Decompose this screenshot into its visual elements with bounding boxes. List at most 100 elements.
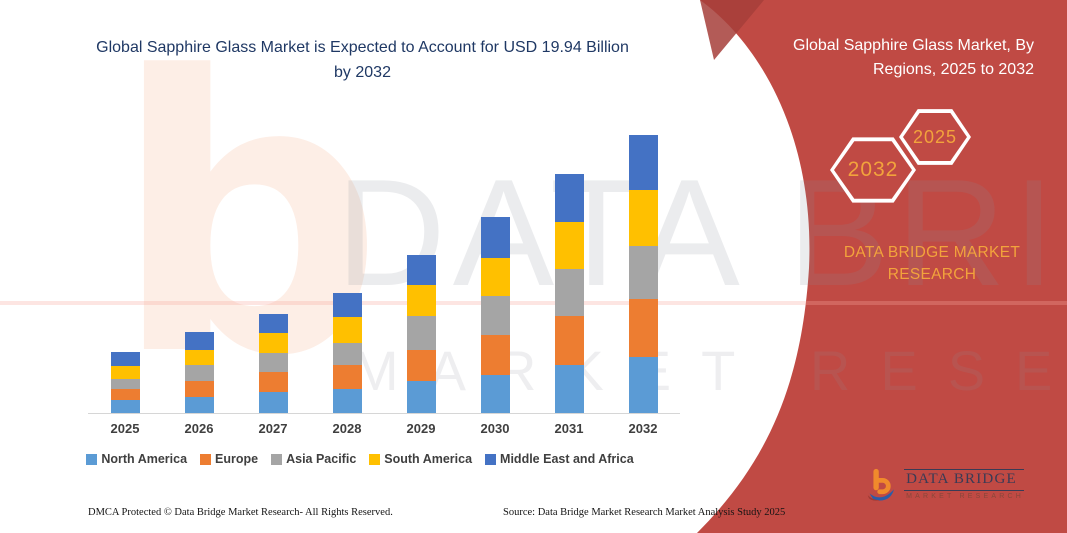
- bar-segment-2032-asia-pacific: [628, 246, 658, 299]
- bar-segment-2027-europe: [258, 371, 288, 392]
- bar-segment-2030-north-america: [480, 375, 510, 413]
- bar-segment-2029-south-america: [406, 285, 436, 317]
- x-axis-label-2025: 2025: [110, 421, 140, 436]
- bar-2031: [554, 174, 584, 413]
- bar-slot-2027: [236, 313, 310, 413]
- data-bridge-logo-icon: [867, 468, 894, 501]
- legend-swatch: [485, 453, 497, 465]
- dmca-copyright-text: DMCA Protected © Data Bridge Market Rese…: [88, 507, 393, 518]
- bar-segment-2025-europe: [110, 388, 140, 400]
- bar-segment-2027-middle-east-and-africa: [258, 313, 288, 333]
- bar-segment-2029-middle-east-and-africa: [406, 255, 436, 286]
- legend-label: South America: [384, 452, 473, 466]
- bar-segment-2031-south-america: [554, 221, 584, 269]
- bar-2027: [258, 313, 288, 413]
- bar-slot-2028: [310, 292, 384, 413]
- bar-slot-2031: [532, 174, 606, 413]
- company-logo: DATA BRIDGE MARKET RESEARCH: [866, 458, 1024, 510]
- bar-segment-2029-asia-pacific: [406, 316, 436, 350]
- bar-2026: [184, 332, 214, 413]
- legend-item-europe: Europe: [200, 452, 258, 466]
- bar-segment-2027-south-america: [258, 332, 288, 353]
- stacked-bar-chart: [88, 118, 680, 414]
- bar-segment-2025-north-america: [110, 399, 140, 413]
- x-axis-label-2027: 2027: [258, 421, 288, 436]
- legend-item-south-america: South America: [369, 452, 472, 466]
- chart-title: Global Sapphire Glass Market is Expected…: [96, 39, 629, 81]
- bar-segment-2031-asia-pacific: [554, 268, 584, 317]
- bar-segment-2029-europe: [406, 349, 436, 381]
- bar-segment-2026-europe: [184, 380, 214, 398]
- legend-swatch: [86, 453, 98, 465]
- bar-segment-2026-south-america: [184, 349, 214, 365]
- brand-wordmark-line2: RESEARCH: [887, 266, 977, 284]
- bar-segment-2028-north-america: [332, 389, 362, 413]
- bar-segment-2027-north-america: [258, 391, 288, 413]
- bar-segment-2028-south-america: [332, 316, 362, 344]
- bar-segment-2032-south-america: [628, 190, 658, 247]
- bar-segment-2028-europe: [332, 365, 362, 390]
- legend-item-middle-east-and-africa: Middle East and Africa: [485, 452, 634, 466]
- bar-slot-2030: [458, 216, 532, 413]
- legend-swatch: [200, 453, 212, 465]
- bar-segment-2031-middle-east-and-africa: [554, 174, 584, 222]
- panel-title: Global Sapphire Glass Market, By Regions…: [793, 37, 1034, 78]
- bar-slot-2029: [384, 255, 458, 413]
- legend-item-north-america: North America: [86, 452, 187, 466]
- red-panel-fold: [700, 0, 764, 60]
- bar-segment-2031-north-america: [554, 364, 584, 413]
- bar-segment-2027-asia-pacific: [258, 352, 288, 372]
- x-axis-label-2032: 2032: [628, 421, 658, 436]
- bar-segment-2031-europe: [554, 316, 584, 365]
- legend-label: Asia Pacific: [286, 452, 357, 466]
- bar-segment-2025-asia-pacific: [110, 378, 140, 389]
- bar-segment-2026-asia-pacific: [184, 364, 214, 381]
- bar-slot-2032: [606, 135, 680, 413]
- bar-segment-2032-north-america: [628, 357, 658, 413]
- hexagon-badge-2032-label: 2032: [847, 158, 899, 181]
- bar-2029: [406, 255, 436, 413]
- bar-2028: [332, 292, 362, 413]
- legend-swatch: [271, 453, 283, 465]
- bar-segment-2032-europe: [628, 298, 658, 357]
- bar-segment-2030-middle-east-and-africa: [480, 216, 510, 258]
- watermark-text-line1: DATA BRIDGE: [336, 148, 1067, 318]
- brand-wordmark-panel: DATA BRIDGE MARKET RESEARCH: [812, 242, 1052, 287]
- legend-item-asia-pacific: Asia Pacific: [271, 452, 356, 466]
- bar-slot-2025: [88, 352, 162, 413]
- logo-tagline: MARKET RESEARCH: [906, 492, 1024, 500]
- chart-legend: North America Europe Asia Pacific South Ame…: [40, 452, 680, 466]
- legend-label: Europe: [215, 452, 259, 466]
- legend-label: North America: [101, 452, 188, 466]
- bar-segment-2030-asia-pacific: [480, 295, 510, 336]
- brand-wordmark-line1: DATA BRIDGE MARKET: [843, 244, 1021, 261]
- hexagon-badge-2025-inner: 2025: [903, 113, 967, 161]
- legend-label: Middle East and Africa: [500, 452, 634, 466]
- x-axis-label-2026: 2026: [184, 421, 214, 436]
- bar-segment-2028-middle-east-and-africa: [332, 292, 362, 317]
- source-text: Source: Data Bridge Market Research Mark…: [503, 507, 786, 518]
- x-axis-label-2028: 2028: [332, 421, 362, 436]
- bar-segment-2029-north-america: [406, 380, 436, 413]
- bar-segment-2030-europe: [480, 335, 510, 376]
- x-axis-label-2029: 2029: [406, 421, 436, 436]
- logo-name: DATA BRIDGE: [904, 468, 1024, 491]
- bar-segment-2025-south-america: [110, 365, 140, 379]
- stripe-watermark: [0, 301, 1067, 305]
- x-axis-label-2031: 2031: [554, 421, 584, 436]
- logo-text-block: DATA BRIDGE MARKET RESEARCH: [904, 468, 1024, 500]
- watermark-text-line2: MARKET RESEARCH: [352, 339, 1067, 402]
- bar-segment-2030-south-america: [480, 257, 510, 296]
- red-panel-shape: [697, 0, 1067, 533]
- bar-segment-2026-north-america: [184, 397, 214, 413]
- x-axis-labels: 2025 2026 2027 2028 2029 2030 2031 2032: [88, 421, 680, 436]
- bar-segment-2026-middle-east-and-africa: [184, 332, 214, 350]
- hexagon-badge-2025-label: 2025: [912, 126, 958, 147]
- bar-2030: [480, 216, 510, 413]
- bar-segment-2032-middle-east-and-africa: [628, 135, 658, 191]
- bar-2025: [110, 352, 140, 413]
- legend-swatch: [369, 453, 381, 465]
- hexagon-badge-2032-inner: 2032: [834, 141, 912, 199]
- x-axis-label-2030: 2030: [480, 421, 510, 436]
